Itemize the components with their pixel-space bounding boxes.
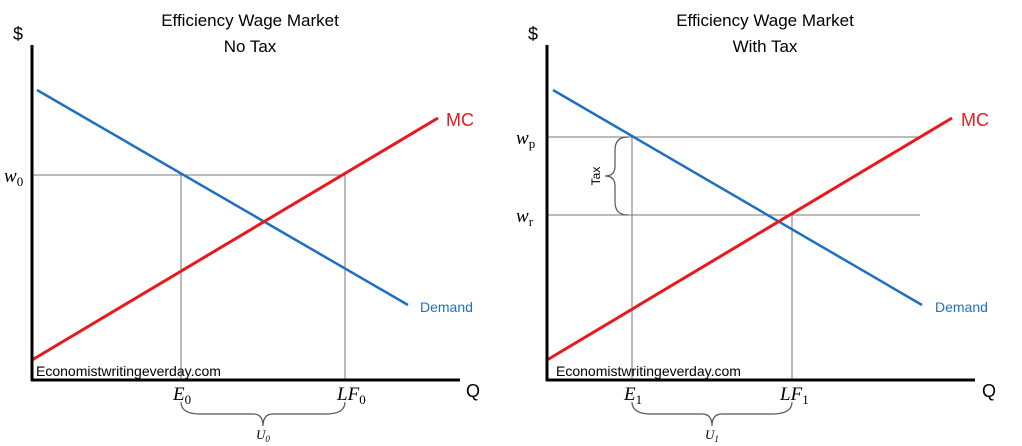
x-axis-label: Q: [466, 381, 480, 401]
y-axis-label: $: [13, 24, 23, 44]
title: Efficiency Wage Market: [161, 11, 339, 30]
brace: [180, 401, 346, 427]
y-axis-label: $: [528, 24, 538, 44]
wp-label: wp: [516, 128, 535, 151]
x-axis-label: Q: [982, 381, 996, 401]
u1-label: U1: [705, 427, 719, 444]
title: Efficiency Wage Market: [676, 11, 854, 30]
demand-curve: [552, 88, 923, 307]
e1-label: E1: [623, 384, 642, 407]
wr-label: wr: [516, 206, 534, 229]
panel-with-tax: Efficiency Wage Market With Tax $ Q MC D…: [516, 11, 996, 444]
e0-label: E0: [172, 384, 191, 407]
watermark: Economistwritingeverday.com: [36, 363, 221, 379]
panel-no-tax: Efficiency Wage Market No Tax $ Q MC Dem…: [4, 11, 480, 444]
mc-curve: [31, 116, 439, 362]
tax-brace: [604, 136, 629, 216]
mc-label: MC: [961, 110, 989, 130]
mc-label: MC: [446, 110, 474, 130]
subtitle: With Tax: [733, 37, 798, 56]
lf1-label: LF1: [779, 384, 809, 407]
u0-label: U0: [256, 427, 270, 444]
tax-label: Tax: [589, 167, 603, 186]
brace: [631, 401, 793, 427]
w0-label: w0: [4, 166, 23, 189]
subtitle: No Tax: [224, 37, 277, 56]
demand-label: Demand: [420, 299, 473, 315]
watermark: Economistwritingeverday.com: [556, 363, 741, 379]
demand-curve: [36, 88, 409, 307]
demand-label: Demand: [935, 299, 988, 315]
lf0-label: LF0: [336, 384, 366, 407]
mc-curve: [546, 116, 953, 362]
